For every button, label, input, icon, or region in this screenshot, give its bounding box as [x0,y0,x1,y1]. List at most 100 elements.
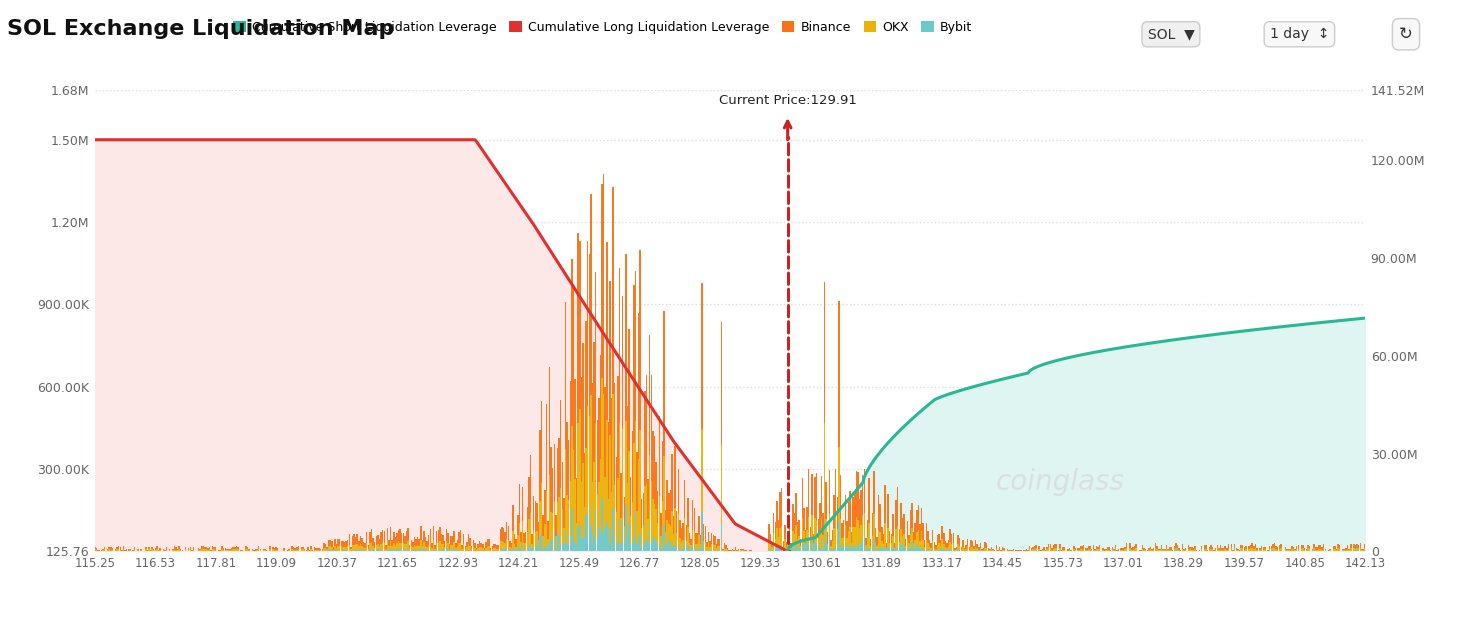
Bar [650,455,651,522]
Bar [564,528,565,545]
Bar [634,538,635,551]
Bar [889,531,891,543]
Bar [1345,548,1346,550]
Bar [504,543,505,549]
Bar [800,546,802,550]
Bar [394,538,396,546]
Bar [1041,550,1042,551]
Bar [825,541,826,551]
Bar [637,543,638,551]
Bar [420,549,422,551]
Bar [1356,544,1358,548]
Bar [785,543,787,548]
Bar [245,549,247,551]
Bar [527,531,529,549]
Bar [612,508,613,551]
Bar [527,506,529,531]
Bar [987,548,988,550]
Bar [1276,549,1278,551]
Bar [883,544,885,549]
Bar [794,549,796,551]
Bar [885,485,886,523]
Bar [1324,550,1326,551]
Bar [1193,548,1194,550]
Bar [180,550,181,551]
Bar [492,546,493,549]
Bar [572,450,574,536]
Bar [812,515,813,539]
Bar [876,546,877,551]
Bar [466,547,467,551]
Bar [721,525,723,551]
Bar [625,255,626,421]
Bar [670,490,672,526]
Bar [1038,546,1040,549]
Bar [978,548,980,549]
Bar [653,498,654,538]
Bar [213,549,215,551]
Bar [620,518,622,543]
Bar [813,549,815,551]
Bar [152,547,153,549]
Bar [675,546,676,551]
Bar [1067,549,1069,551]
Bar [292,546,293,549]
Bar [404,545,406,549]
Bar [264,549,266,550]
Bar [1188,549,1190,551]
Bar [118,549,120,551]
Bar [581,377,583,482]
Bar [699,549,701,551]
Bar [818,519,819,538]
Bar [825,519,826,541]
Bar [396,549,397,551]
Bar [1355,546,1356,549]
Bar [266,549,267,551]
Bar [610,398,612,492]
Bar [1105,550,1107,551]
Bar [460,530,461,543]
Bar [604,477,606,528]
Bar [504,531,505,543]
Bar [1209,549,1210,551]
Bar [451,536,453,545]
Bar [778,520,780,536]
Bar [599,397,600,482]
Bar [1286,549,1288,551]
Bar [274,548,276,550]
Bar [974,546,975,549]
Bar [1040,550,1041,551]
Bar [603,533,604,551]
Bar [740,550,742,551]
Bar [1190,549,1191,551]
Bar [1222,550,1223,551]
Bar [581,538,583,551]
Bar [1152,549,1153,550]
Bar [320,550,321,551]
Bar [958,535,959,544]
Bar [418,537,419,545]
Bar [879,547,880,551]
Bar [780,492,781,528]
Bar [708,532,710,542]
Bar [1130,550,1132,551]
Bar [689,543,691,550]
Bar [1095,546,1096,549]
Bar [927,549,929,551]
Bar [531,534,533,545]
Bar [669,524,670,540]
Bar [914,548,915,551]
Bar [1088,546,1089,549]
Bar [653,431,654,498]
Bar [1111,549,1113,551]
Bar [126,549,127,551]
Bar [1279,545,1280,549]
Bar [1045,549,1047,551]
Bar [802,518,803,541]
Bar [1048,548,1050,551]
Bar [495,550,496,551]
Bar [802,541,803,551]
Bar [374,543,375,548]
Bar [626,483,628,537]
Bar [1107,549,1108,551]
